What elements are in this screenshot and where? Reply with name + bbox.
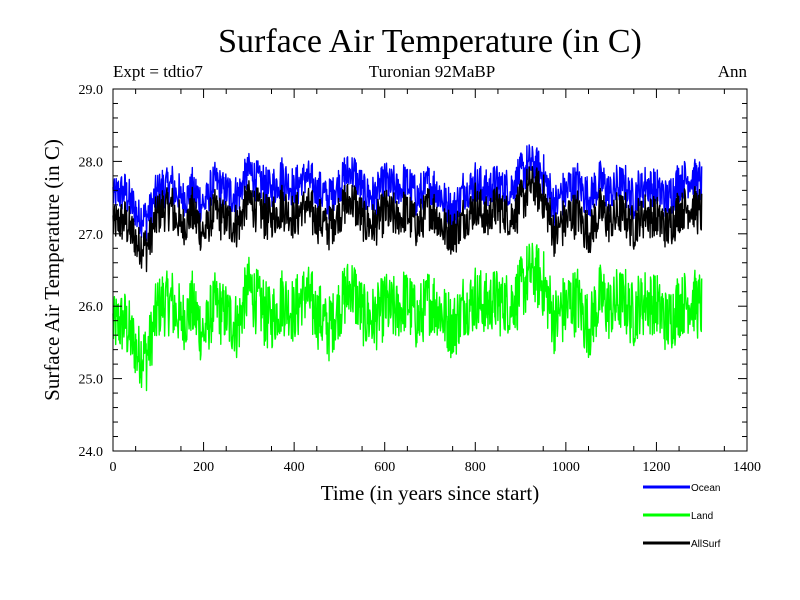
legend-label-land: Land — [691, 511, 713, 522]
x-tick-label: 1200 — [642, 460, 670, 475]
experiment-label: Expt = tdtio7 — [113, 62, 203, 81]
y-tick-label: 27.0 — [79, 228, 104, 243]
x-tick-label: 1400 — [733, 460, 761, 475]
x-tick-label: 800 — [465, 460, 486, 475]
series-layer — [112, 144, 703, 392]
axes-layer: 0 200 400 600 800 1000 1200 1400 24.0 25.0 26.0 27.… — [79, 83, 762, 475]
series-line-land — [112, 242, 703, 392]
season-label: Ann — [718, 62, 748, 81]
y-tick-label: 26.0 — [79, 300, 104, 315]
y-tick-label: 28.0 — [79, 155, 104, 170]
x-tick-label: 0 — [110, 460, 117, 475]
legend: Ocean Land AllSurf — [643, 483, 721, 550]
chart-title: Surface Air Temperature (in C) — [218, 23, 642, 60]
y-tick-label: 29.0 — [79, 83, 104, 98]
legend-label-allsurf: AllSurf — [691, 539, 721, 550]
period-label: Turonian 92MaBP — [369, 62, 495, 81]
x-axis-label: Time (in years since start) — [321, 481, 540, 505]
x-tick-label: 200 — [193, 460, 214, 475]
plot-frame — [112, 88, 748, 452]
y-tick-label: 25.0 — [79, 373, 104, 388]
series-line-allsurf — [112, 165, 703, 273]
x-tick-label: 400 — [284, 460, 305, 475]
y-tick-label: 24.0 — [79, 445, 104, 460]
x-tick-label: 600 — [374, 460, 395, 475]
legend-label-ocean: Ocean — [691, 483, 720, 494]
x-tick-label: 1000 — [552, 460, 580, 475]
series-line-ocean — [112, 144, 703, 242]
y-axis-label: Surface Air Temperature (in C) — [40, 139, 64, 401]
